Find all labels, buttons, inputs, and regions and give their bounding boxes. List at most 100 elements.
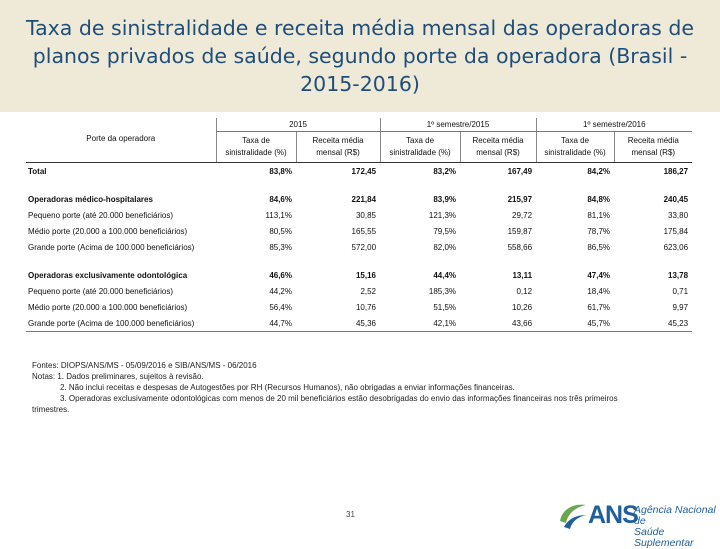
cell-value: 0,71 [672, 286, 689, 296]
title-band: Taxa de sinistralidade e receita média m… [0, 0, 720, 112]
cell-value: 42,1% [380, 315, 461, 332]
row-label: Grande porte (Acima de 100.000 beneficiá… [26, 315, 216, 332]
ans-brand: ANS [588, 501, 639, 529]
table-row: Total 83,8% 172,45 83,2% 167,49 84,2% 18… [26, 163, 692, 180]
ans-line-2: Saúde Suplementar [634, 526, 694, 549]
cell-value: 10,76 [355, 302, 377, 312]
row-label: Pequeno porte (até 20.000 beneficiários) [28, 286, 173, 296]
slide-title: Taxa de sinistralidade e receita média m… [25, 16, 695, 96]
cell-value: 43,66 [460, 315, 537, 332]
note-2: 2. Não inclui receitas e despesas de Aut… [60, 383, 515, 392]
cell-value: 175,84 [663, 226, 689, 236]
column-header-row: Taxa de sinistralidade (%) Receita média… [26, 131, 693, 163]
note-1: Notas: 1. Dados preliminares, sujeitos à… [32, 372, 204, 381]
cell-value: 167,49 [507, 166, 533, 176]
cell-value: 221,84 [351, 194, 377, 204]
row-label: Pequeno porte (até 20.000 beneficiários) [28, 210, 173, 220]
cell-value: 81,1% [587, 210, 611, 220]
table-row: Pequeno porte (até 20.000 beneficiários)… [26, 283, 692, 299]
note-3-continuation: trimestres. [32, 405, 70, 414]
cell-value: 623,06 [663, 242, 689, 252]
cell-value: 85,3% [269, 242, 292, 252]
cell-value: 45,7% [536, 315, 615, 332]
cell-value: 0,12 [516, 286, 533, 296]
period-2015: 2015 [215, 118, 381, 132]
cell-value: 9,97 [672, 302, 689, 312]
col-taxa-2015: Taxa de sinistralidade (%) [215, 131, 296, 163]
col-taxa-1sem-2016: Taxa de sinistralidade (%) [535, 131, 615, 163]
cell-value: 61,7% [587, 302, 611, 312]
row-label: Total [28, 166, 47, 176]
cell-value: 10,26 [512, 302, 533, 312]
row-label: Operadoras médico-hospitalares [28, 194, 153, 204]
cell-value: 33,80 [668, 210, 689, 220]
cell-value: 185,3% [428, 286, 457, 296]
table-row: Operadoras médico-hospitalares 84,6% 221… [26, 191, 692, 207]
cell-value: 13,11 [512, 270, 533, 280]
row-label: Médio porte (20.000 a 100.000 beneficiár… [28, 226, 188, 236]
ans-logo-mark-icon [560, 504, 586, 529]
cell-value: 83,9% [433, 194, 457, 204]
cell-value: 2,52 [360, 286, 377, 296]
table-row: Grande porte (Acima de 100.000 beneficiá… [26, 239, 692, 255]
col-receita-2015: Receita média mensal (R$) [295, 131, 381, 163]
cell-value: 44,4% [433, 270, 457, 280]
cell-value: 80,5% [269, 226, 292, 236]
col-receita-1sem-2015: Receita média mensal (R$) [459, 131, 537, 163]
page-number: 31 [346, 510, 355, 519]
row-label: Grande porte (Acima de 100.000 beneficiá… [28, 242, 195, 252]
table-row: Médio porte (20.000 a 100.000 beneficiár… [26, 299, 692, 315]
cell-value: 79,5% [433, 226, 457, 236]
spacer-row [26, 255, 692, 267]
cell-value: 45,23 [614, 315, 693, 332]
table-row: Operadoras exclusivamente odontológica 4… [26, 267, 692, 283]
cell-value: 29,72 [512, 210, 533, 220]
note-3: 3. Operadoras exclusivamente odontológic… [60, 394, 618, 403]
cell-value: 46,6% [269, 270, 292, 280]
cell-value: 47,4% [587, 270, 611, 280]
cell-value: 56,4% [269, 302, 292, 312]
cell-value: 45,36 [296, 315, 381, 332]
cell-value: 44,7% [216, 315, 296, 332]
cell-value: 240,45 [663, 194, 689, 204]
cell-value: 30,85 [355, 210, 377, 220]
period-1sem-2016: 1º semestre/2016 [535, 118, 693, 132]
cell-value: 86,5% [587, 242, 611, 252]
cell-value: 51,5% [433, 302, 457, 312]
table-row: Médio porte (20.000 a 100.000 beneficiár… [26, 223, 692, 239]
cell-value: 558,66 [507, 242, 533, 252]
row-label: Médio porte (20.000 a 100.000 beneficiár… [28, 302, 188, 312]
footnotes: Fontes: DIOPS/ANS/MS - 05/09/2016 e SIB/… [32, 360, 700, 415]
cell-value: 18,4% [587, 286, 611, 296]
cell-value: 83,8% [269, 166, 292, 176]
ans-line-1: Agência Nacional de [634, 504, 716, 527]
ans-logo: ANS Agência Nacional de Saúde Suplementa… [556, 497, 716, 549]
cell-value: 159,87 [507, 226, 533, 236]
cell-value: 83,2% [433, 166, 457, 176]
ans-agency-name: Agência Nacional de Saúde Suplementar [634, 505, 716, 549]
cell-value: 113,1% [265, 210, 292, 220]
cell-value: 78,7% [587, 226, 611, 236]
cell-value: 13,78 [668, 270, 689, 280]
table-row: Pequeno porte (até 20.000 beneficiários)… [26, 207, 692, 223]
cell-value: 572,00 [351, 242, 377, 252]
period-1sem-2015: 1º semestre/2015 [379, 118, 537, 132]
data-table: Porte da operadora 2015 1º semestre/2015… [26, 118, 693, 332]
cell-value: 165,55 [351, 226, 377, 236]
cell-value: 215,97 [507, 194, 533, 204]
cell-value: 44,2% [269, 286, 292, 296]
col-taxa-1sem-2015: Taxa de sinistralidade (%) [379, 131, 461, 163]
table-row: Grande porte (Acima de 100.000 beneficiá… [26, 315, 693, 332]
cell-value: 82,0% [433, 242, 457, 252]
cell-value: 84,8% [587, 194, 611, 204]
spacer-row [26, 179, 692, 191]
cell-value: 172,45 [351, 166, 377, 176]
row-label: Operadoras exclusivamente odontológica [28, 270, 188, 280]
sources-note: Fontes: DIOPS/ANS/MS - 05/09/2016 e SIB/… [32, 361, 257, 370]
porte-header: Porte da operadora [26, 118, 216, 163]
cell-value: 84,2% [587, 166, 611, 176]
cell-value: 121,3% [428, 210, 457, 220]
cell-value: 84,6% [269, 194, 292, 204]
cell-value: 15,16 [355, 270, 377, 280]
col-receita-1sem-2016: Receita média mensal (R$) [613, 131, 693, 163]
